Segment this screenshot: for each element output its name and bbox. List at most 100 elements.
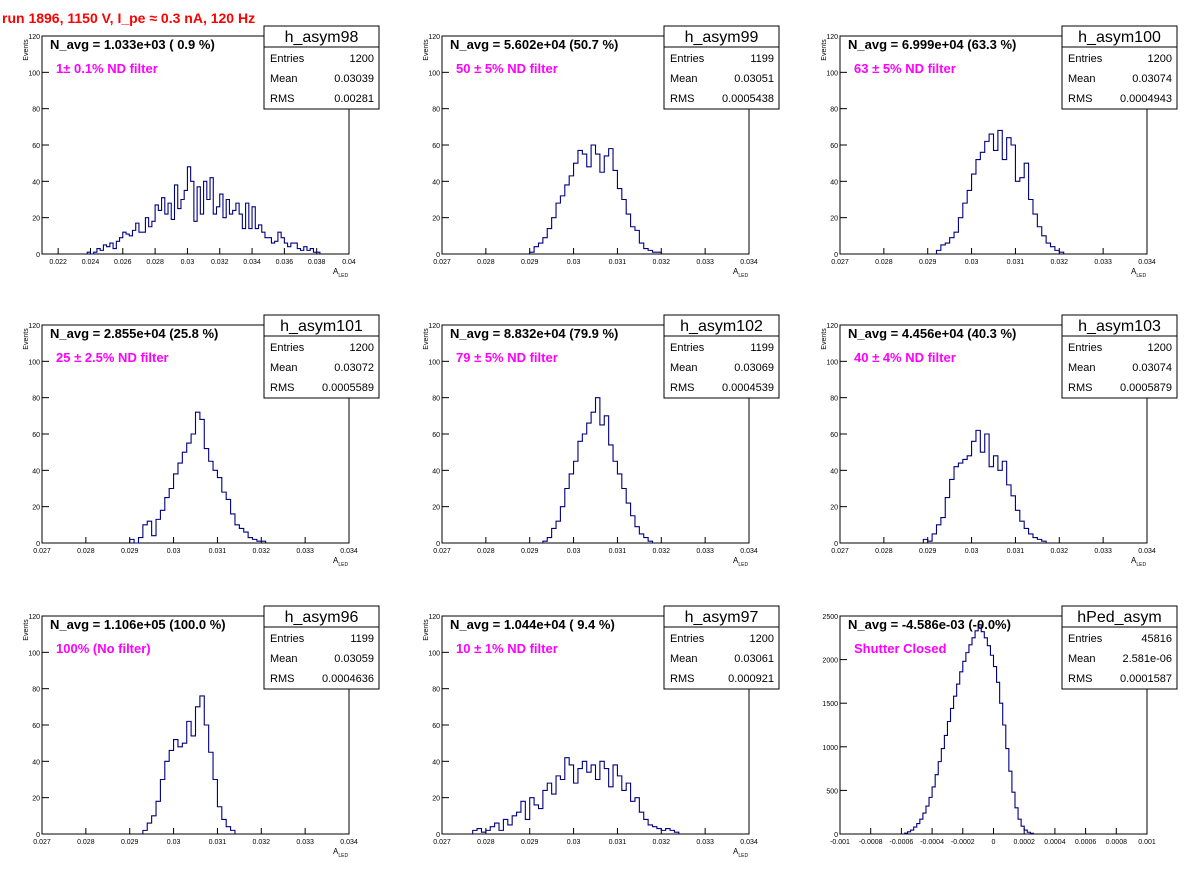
stats-label: Entries (270, 342, 305, 354)
stats-label: Mean (270, 362, 298, 374)
y-tick-label: 40 (830, 468, 838, 475)
histogram-name: h_asym99 (685, 29, 759, 46)
stats-value: 0.0001587 (1120, 673, 1172, 685)
y-tick-label: 0 (36, 541, 40, 548)
y-tick-label: 20 (432, 216, 440, 223)
x-tick-label: 0.03 (167, 548, 181, 555)
navg-label: N_avg = 4.456e+04 (40.3 %) (848, 326, 1016, 341)
y-tick-label: 80 (432, 107, 440, 114)
y-tick-label: 40 (432, 179, 440, 186)
x-tick-label: 0.027 (433, 548, 451, 555)
stats-label: Mean (670, 653, 698, 665)
y-axis-label: Events (423, 619, 430, 641)
x-tick-label: 0.031 (209, 548, 227, 555)
x-tick-label: 0.032 (1051, 548, 1069, 555)
y-tick-label: 0 (834, 252, 838, 259)
stats-label: RMS (270, 673, 294, 685)
stats-label: Entries (1068, 342, 1103, 354)
stats-value: 45816 (1141, 633, 1172, 645)
histogram-series (529, 144, 662, 254)
x-tick-label: 0.033 (1094, 548, 1112, 555)
y-axis-label: Events (423, 328, 430, 350)
y-tick-label: 120 (28, 614, 40, 621)
navg-label: N_avg = 1.033e+03 ( 0.9 %) (50, 37, 215, 52)
stats-box (663, 314, 780, 399)
histogram-panel-h_asym98: 0.022 0.024 0.026 0.028 0.03 0.032 0.034 0.036 0… (23, 25, 380, 279)
y-tick-label: 120 (826, 323, 838, 330)
stats-value: 0.03061 (734, 653, 774, 665)
histogram-name: h_asym98 (285, 29, 359, 46)
y-tick-label: 1500 (822, 701, 838, 708)
y-tick-label: 80 (432, 687, 440, 694)
x-axis-label: ALED (733, 267, 748, 279)
x-tick-label: 0.033 (696, 839, 714, 846)
y-tick-label: 120 (428, 323, 440, 330)
y-tick-label: 60 (32, 143, 40, 150)
x-tick-label: 0.031 (1007, 259, 1025, 266)
x-tick-label: 0.022 (49, 259, 67, 266)
x-tick-label: 0.029 (521, 839, 539, 846)
histogram-series (922, 429, 1047, 543)
stats-label: Mean (670, 73, 698, 85)
stats-box (263, 605, 380, 690)
stats-box (263, 314, 380, 399)
x-tick-label: 0.027 (433, 839, 451, 846)
x-tick-label: 0.031 (1007, 548, 1025, 555)
y-tick-label: 2500 (822, 614, 838, 621)
x-axis-label: ALED (1131, 267, 1146, 279)
x-tick-label: 0.033 (696, 259, 714, 266)
y-tick-label: 40 (432, 468, 440, 475)
histogram-series (903, 624, 1034, 834)
stats-label: RMS (670, 673, 694, 685)
stats-value: 2.581e-06 (1122, 653, 1172, 665)
filter-annotation: 63 ± 5% ND filter (854, 61, 956, 76)
stats-label: Entries (670, 342, 705, 354)
histogram-series (129, 411, 267, 544)
x-tick-label: 0.032 (253, 548, 271, 555)
stats-label: RMS (1068, 382, 1092, 394)
filter-annotation: Shutter Closed (854, 641, 947, 656)
y-tick-label: 60 (830, 143, 838, 150)
filter-annotation: 100% (No filter) (56, 641, 151, 656)
x-tick-label: 0.032 (1051, 259, 1069, 266)
x-tick-label: 0.027 (33, 548, 51, 555)
x-tick-label: 0.027 (33, 839, 51, 846)
stats-label: Mean (270, 653, 298, 665)
x-tick-label: 0.03 (567, 839, 581, 846)
stats-value: 1200 (1148, 53, 1172, 65)
stats-label: Entries (270, 53, 305, 65)
stats-box (263, 25, 380, 110)
y-tick-label: 120 (28, 323, 40, 330)
y-tick-label: 60 (830, 432, 838, 439)
x-axis-label: ALED (333, 847, 348, 859)
stats-value: 0.0005589 (322, 382, 374, 394)
x-axis-label: ALED (333, 267, 348, 279)
page-title: run 1896, 1150 V, I_pe ≈ 0.3 nA, 120 Hz (2, 10, 256, 26)
stats-box (1061, 314, 1178, 399)
x-tick-label: 0.034 (740, 548, 758, 555)
x-tick-label: 0.04 (342, 259, 356, 266)
histogram-name: h_asym96 (285, 609, 359, 626)
filter-annotation: 1± 0.1% ND filter (56, 61, 158, 76)
histogram-name: h_asym102 (680, 318, 763, 335)
y-axis-label: Events (23, 619, 30, 641)
stats-value: 1200 (350, 53, 374, 65)
y-tick-label: 20 (830, 505, 838, 512)
stats-box (1061, 25, 1178, 110)
x-tick-label: 0.032 (653, 548, 671, 555)
stats-box (663, 605, 780, 690)
y-tick-label: 100 (428, 359, 440, 366)
y-tick-label: 60 (432, 432, 440, 439)
x-tick-label: 0.034 (1138, 259, 1156, 266)
stats-value: 0.03069 (734, 362, 774, 374)
x-tick-label: 0.027 (831, 259, 849, 266)
x-tick-label: 0.026 (114, 259, 132, 266)
y-tick-label: 0 (834, 832, 838, 839)
y-tick-label: 1000 (822, 745, 838, 752)
x-tick-label: -0.001 (830, 839, 850, 846)
x-tick-label: 0.03 (965, 548, 979, 555)
y-tick-label: 0 (436, 832, 440, 839)
x-tick-label: -0.0004 (920, 839, 944, 846)
stats-value: 0.00281 (334, 93, 374, 105)
x-tick-label: -0.0008 (859, 839, 883, 846)
